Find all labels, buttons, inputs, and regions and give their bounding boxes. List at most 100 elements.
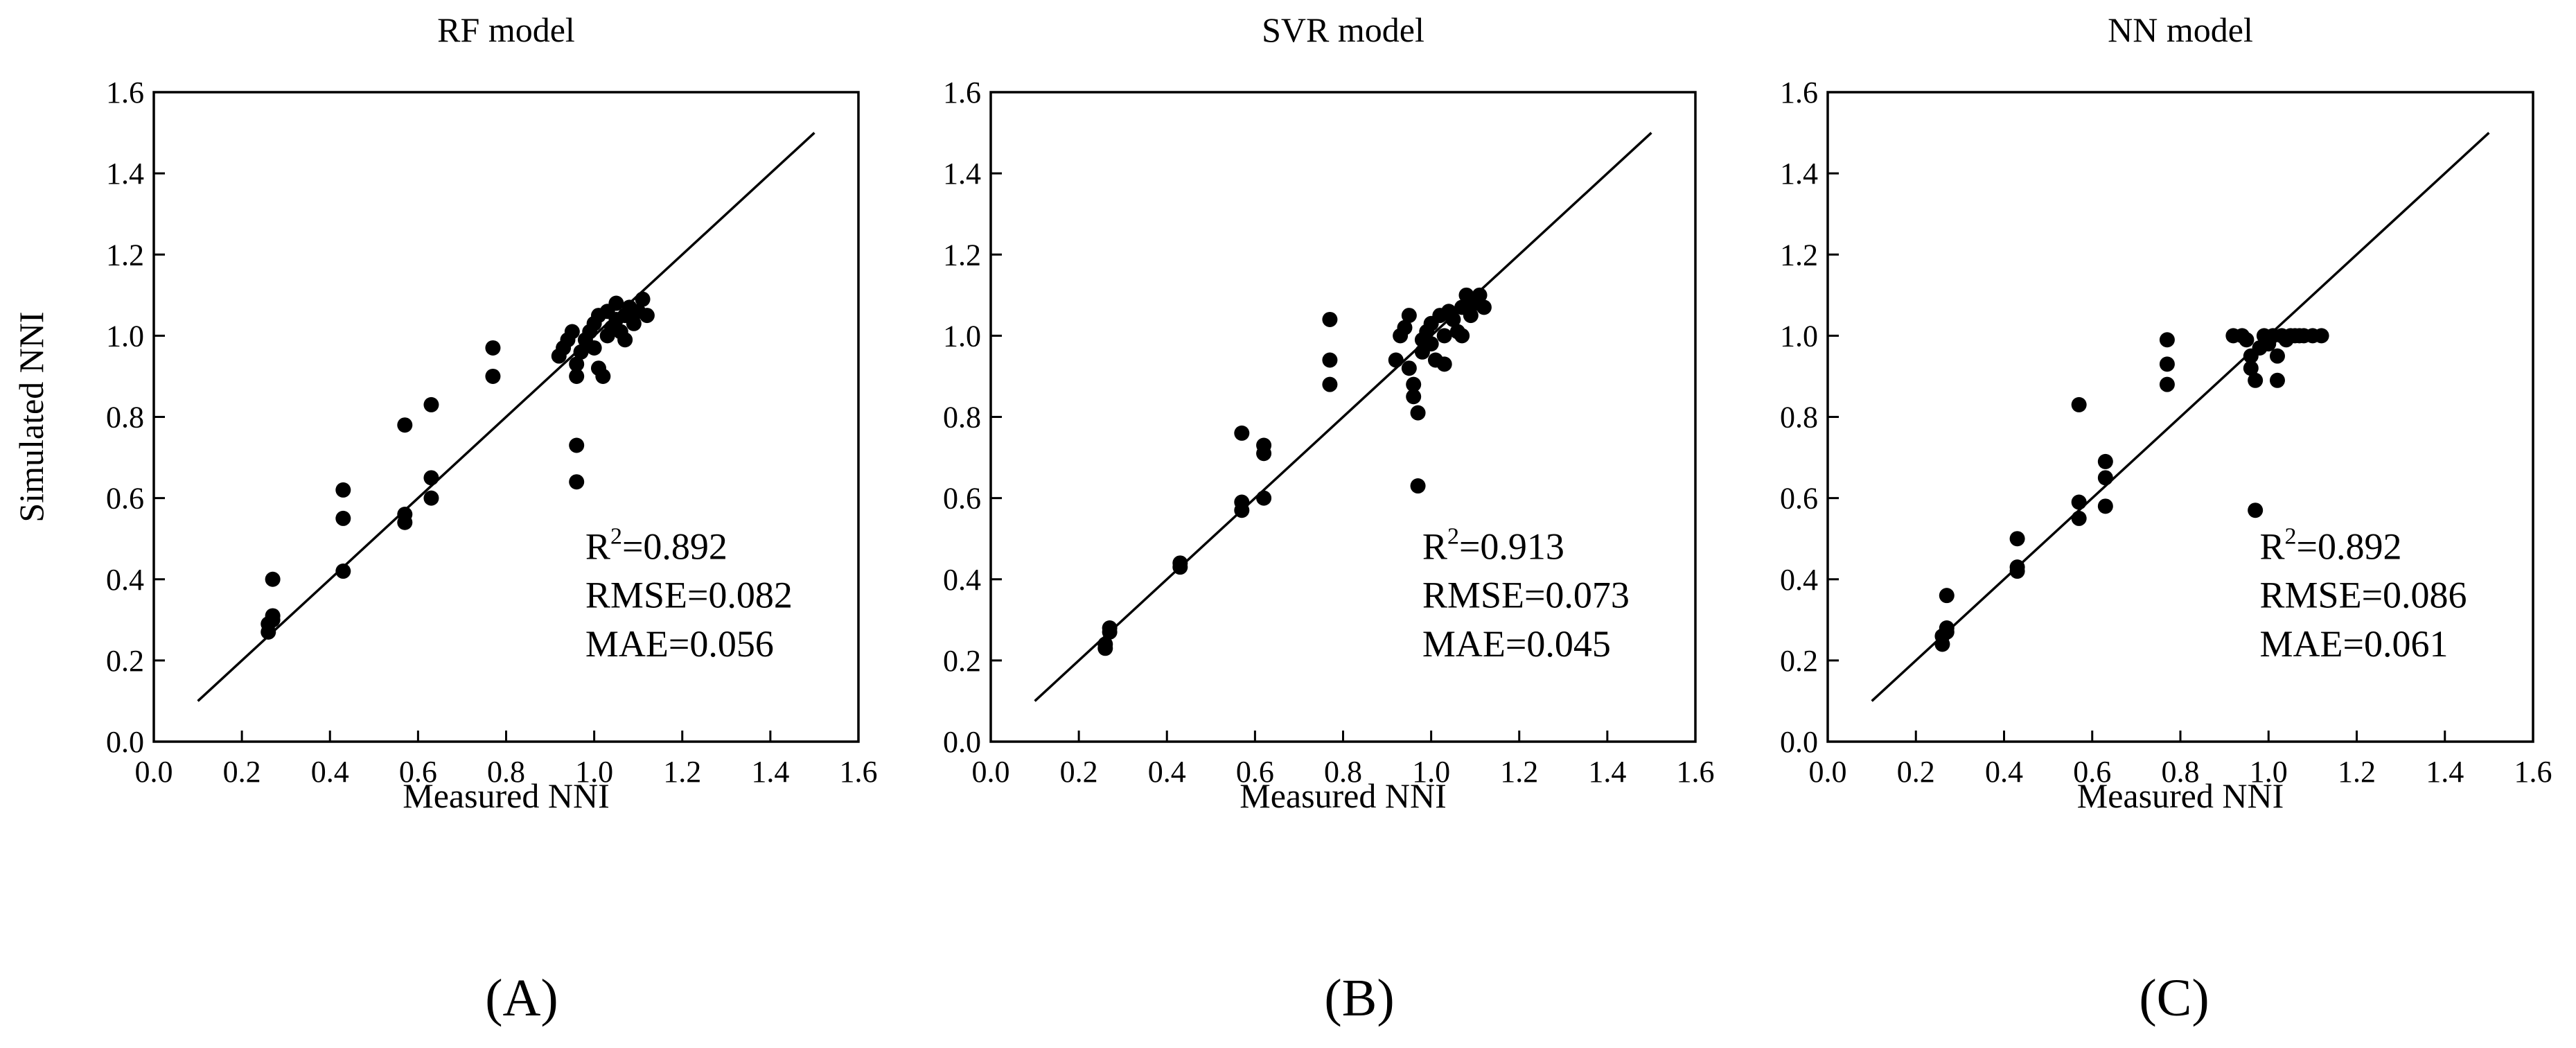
data-point xyxy=(2097,498,2113,514)
data-point xyxy=(1256,437,1272,453)
data-point xyxy=(2248,503,2264,518)
x-tick-label: 1.2 xyxy=(2338,755,2376,789)
y-tick-label: 1.4 xyxy=(1780,157,1818,191)
data-point xyxy=(485,368,501,384)
data-point xyxy=(2009,559,2025,575)
mae-text: MAE=0.056 xyxy=(585,623,774,665)
chart-panel-c: NN model 0.0 0.2 0.4 0.6 0.8 1.0 1.2 1.4 1.6 0.0 0.… xyxy=(1780,10,2552,1027)
data-point xyxy=(2009,531,2025,547)
chart-panel-a: RF model 0.0 0.2 0.4 0.6 0.8 1.0 1.2 1.4 1.6 0.0 0.… xyxy=(12,10,878,1027)
data-point xyxy=(626,315,642,331)
x-axis-label: Measured NNI xyxy=(403,776,610,815)
data-point xyxy=(595,368,611,384)
y-tick-label: 0.4 xyxy=(943,563,981,597)
y-tick-label: 1.0 xyxy=(943,319,981,353)
panel-label: (B) xyxy=(1324,969,1394,1027)
data-point xyxy=(1454,328,1470,344)
r-squared-symbol: R xyxy=(2260,525,2285,567)
y-tick-label: 0.8 xyxy=(943,401,981,435)
data-point xyxy=(2071,510,2087,526)
data-point xyxy=(573,344,589,360)
data-point xyxy=(2269,348,2285,364)
data-point xyxy=(1172,555,1188,571)
x-tick-label: 1.2 xyxy=(663,755,701,789)
y-tick-label: 1.2 xyxy=(1780,238,1818,272)
x-tick-label: 1.0 xyxy=(2250,755,2288,789)
data-point xyxy=(586,340,602,356)
data-point xyxy=(335,510,351,526)
y-tick-label: 1.2 xyxy=(106,238,144,272)
r-squared-value: =0.892 xyxy=(622,525,727,567)
x-tick-label: 0.4 xyxy=(311,755,349,789)
x-tick-label: 0.2 xyxy=(1897,755,1935,789)
data-point xyxy=(423,470,439,486)
data-point xyxy=(1102,620,1118,636)
x-tick-label: 0.0 xyxy=(972,755,1010,789)
rmse-text: RMSE=0.073 xyxy=(1422,575,1630,616)
r-squared-superscript: 2 xyxy=(1447,523,1459,549)
x-tick-label: 0.4 xyxy=(1985,755,2023,789)
x-tick-label: 0.8 xyxy=(2162,755,2200,789)
x-tick-label: 1.0 xyxy=(1412,755,1450,789)
data-point xyxy=(1445,311,1461,327)
data-point xyxy=(2239,332,2255,348)
x-tick-label: 0.6 xyxy=(399,755,437,789)
plot-frame xyxy=(152,91,860,743)
y-tick-label: 0.2 xyxy=(1780,644,1818,678)
y-tick-label: 1.6 xyxy=(1780,76,1818,110)
r-squared-value: =0.892 xyxy=(2297,525,2402,567)
y-tick-label: 1.0 xyxy=(106,319,144,353)
y-axis-label: Simulated NNI xyxy=(12,311,51,522)
data-point xyxy=(2269,372,2285,388)
data-point xyxy=(2159,376,2175,392)
chart-title: NN model xyxy=(2108,10,2253,49)
data-point xyxy=(1234,494,1250,510)
y-tick-label: 0.6 xyxy=(1780,482,1818,516)
data-point xyxy=(265,608,281,624)
data-point xyxy=(569,368,585,384)
y-tick-label: 0.8 xyxy=(1780,401,1818,435)
data-point xyxy=(1234,425,1250,441)
y-tick-label: 1.6 xyxy=(106,76,144,110)
data-point xyxy=(1472,287,1488,303)
data-point xyxy=(1397,320,1413,335)
y-tick-label: 1.6 xyxy=(943,76,981,110)
data-point xyxy=(1939,620,1955,636)
data-point xyxy=(569,356,585,372)
x-tick-label: 1.6 xyxy=(1677,755,1715,789)
r-squared-symbol: R xyxy=(1422,525,1447,567)
data-point xyxy=(2248,372,2264,388)
x-tick-label: 0.6 xyxy=(1236,755,1274,789)
panel-label: (C) xyxy=(2139,969,2209,1027)
data-point xyxy=(569,474,585,490)
x-tick-label: 1.0 xyxy=(575,755,613,789)
data-point xyxy=(1097,636,1113,652)
chart-title: RF model xyxy=(437,10,575,49)
plot-frame xyxy=(989,91,1697,743)
data-point xyxy=(397,507,413,523)
data-point xyxy=(397,417,413,433)
data-point xyxy=(335,564,351,579)
rmse-text: RMSE=0.082 xyxy=(585,575,793,616)
panel-label: (A) xyxy=(485,969,558,1027)
x-tick-label: 0.2 xyxy=(223,755,261,789)
x-tick-label: 0.6 xyxy=(2073,755,2111,789)
data-point xyxy=(1939,588,1955,604)
x-tick-label: 1.4 xyxy=(751,755,789,789)
x-tick-label: 1.4 xyxy=(2426,755,2464,789)
data-point xyxy=(1423,336,1439,352)
y-tick-label: 0.8 xyxy=(106,401,144,435)
x-tick-label: 0.0 xyxy=(1809,755,1847,789)
y-tick-label: 0.0 xyxy=(106,725,144,759)
r-squared-text: R2=0.892 xyxy=(585,523,727,567)
y-tick-label: 1.4 xyxy=(943,157,981,191)
data-point xyxy=(1256,490,1272,506)
data-point xyxy=(1436,356,1452,372)
data-point xyxy=(1406,376,1422,392)
x-tick-label: 0.2 xyxy=(1060,755,1098,789)
data-point xyxy=(335,482,351,498)
data-point xyxy=(1322,311,1338,327)
data-point xyxy=(2313,328,2329,344)
data-point xyxy=(485,340,501,356)
